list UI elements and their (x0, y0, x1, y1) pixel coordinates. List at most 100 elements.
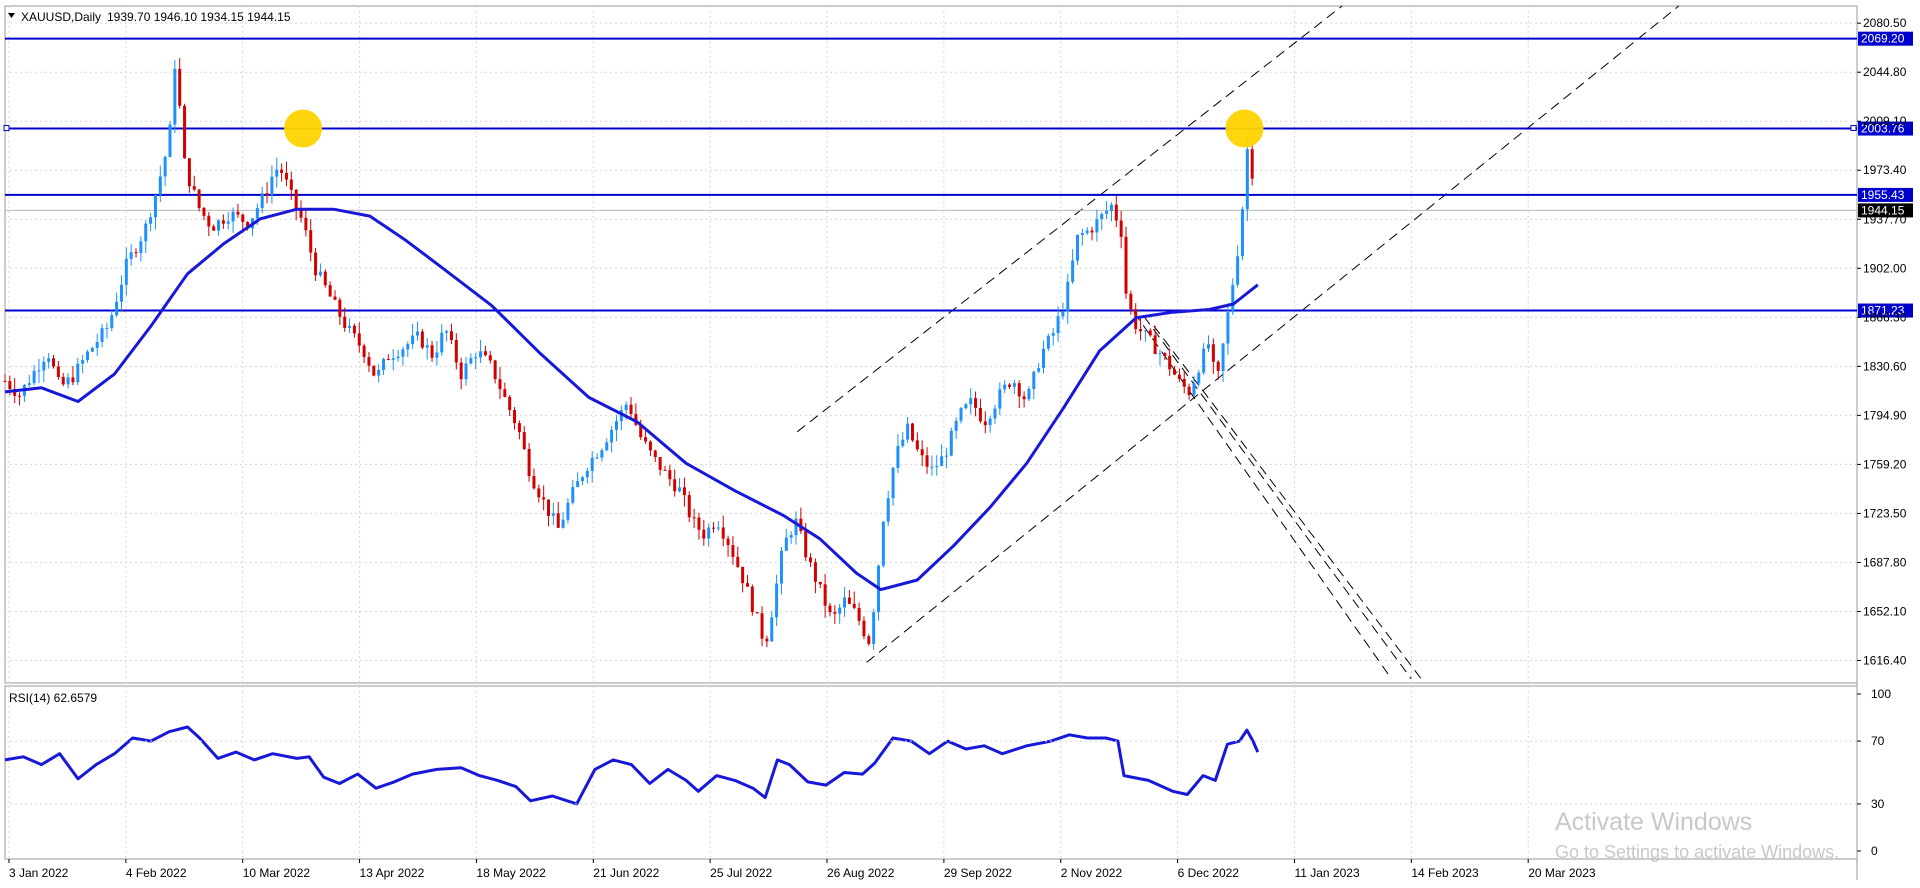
candle-body (42, 361, 46, 371)
moving-average-path[interactable] (4, 207, 1259, 592)
candle-body (910, 423, 914, 441)
candle-body (707, 527, 711, 539)
candle-body (187, 158, 191, 187)
moving-average-line[interactable] (4, 207, 1259, 592)
candle-body (197, 189, 201, 208)
candle-body (1090, 230, 1094, 233)
candle-body (391, 358, 395, 360)
candle-body (765, 638, 769, 642)
candle-body (459, 362, 463, 380)
candle-body (760, 613, 764, 639)
candle-body (454, 339, 458, 363)
time-tick-label: 2 Nov 2022 (1061, 866, 1123, 880)
time-tick-label: 11 Jan 2023 (1294, 866, 1359, 880)
channel-line[interactable] (1133, 311, 1392, 680)
candle-body (241, 214, 245, 223)
candle-body (1056, 316, 1060, 334)
rsi-tick-label: 30 (1871, 797, 1885, 811)
highlight-circle[interactable] (1225, 109, 1264, 148)
time-tick-label: 4 Feb 2022 (126, 866, 187, 880)
candle-body (1182, 378, 1186, 387)
grid (5, 6, 1857, 859)
candle-body (173, 68, 177, 125)
candle-body (469, 358, 473, 364)
highlight-annotations[interactable] (284, 109, 1264, 148)
channel-line[interactable] (796, 5, 1343, 433)
time-tick-label: 29 Sep 2022 (944, 866, 1012, 880)
candle-body (479, 351, 483, 358)
time-tick-label: 6 Dec 2022 (1178, 866, 1240, 880)
price-tick-label: 1687.80 (1863, 555, 1907, 569)
candle-body (1042, 348, 1046, 369)
candle-body (896, 445, 900, 468)
candle-body (1109, 204, 1113, 211)
candle-body (983, 421, 987, 426)
time-axis[interactable]: 3 Jan 2022 4 Feb 2022 10 Mar 2022 13 Apr 20… (8, 859, 1596, 880)
candle-body (299, 208, 303, 218)
candle-body (168, 124, 172, 158)
candle-body (794, 518, 798, 536)
candle-body (90, 347, 94, 352)
candle-body (221, 220, 225, 224)
level-price-tag (1858, 303, 1913, 318)
candle-body (372, 365, 376, 376)
candle-body (624, 404, 628, 411)
candle-body (115, 301, 119, 316)
highlight-circle[interactable] (284, 109, 323, 148)
price-axis[interactable]: 2080.50 2044.80 2009.10 1973.40 1937.70 1902.… (1857, 16, 1907, 667)
candle-body (959, 408, 963, 421)
level-price-tag (1858, 31, 1913, 46)
candle-body (1119, 220, 1123, 237)
time-tick-label: 14 Feb 2023 (1411, 866, 1479, 880)
candle-body (13, 388, 17, 396)
candle-body (867, 636, 871, 644)
candlesticks (3, 58, 1254, 650)
candle-body (901, 439, 905, 446)
level-price-tag (1858, 187, 1913, 202)
candle-body (663, 469, 667, 471)
line-handle[interactable] (1850, 125, 1857, 132)
candle-body (289, 179, 293, 190)
price-tick-label: 1616.40 (1863, 653, 1907, 667)
candle-body (81, 359, 85, 364)
candle-body (415, 331, 419, 336)
candle-body (493, 360, 497, 380)
candle-body (401, 349, 405, 357)
candle-body (134, 252, 138, 254)
candle-body (653, 450, 657, 458)
rsi-tick-label: 0 (1871, 844, 1878, 858)
candle-body (430, 345, 434, 358)
dropdown-triangle-icon[interactable] (8, 13, 15, 18)
candle-body (8, 381, 12, 389)
channel-line[interactable] (1143, 316, 1412, 680)
candle-body (367, 357, 371, 366)
candle-body (183, 105, 187, 159)
candle-body (396, 356, 400, 359)
candle-body (988, 418, 992, 426)
candle-body (488, 355, 492, 361)
time-tick-label: 26 Aug 2022 (827, 866, 895, 880)
candle-body (600, 450, 604, 458)
current-price-label: 1944.15 (1861, 203, 1905, 217)
candle-body (809, 557, 813, 563)
candle-body (61, 376, 65, 385)
candle-body (260, 193, 264, 209)
candle-body (464, 363, 468, 380)
candle-body (862, 620, 866, 637)
line-handle[interactable] (3, 125, 10, 132)
candle-body (231, 211, 235, 222)
channel-line[interactable] (866, 5, 1680, 663)
candle-body (275, 169, 279, 177)
level-price-label: 2003.76 (1861, 122, 1905, 136)
candle-body (498, 379, 502, 390)
candle-body (532, 476, 536, 489)
rsi-axis: 100 70 30 0 (5, 687, 1891, 858)
candle-body (47, 358, 51, 362)
candle-body (702, 529, 706, 539)
candle-body (1240, 209, 1244, 257)
candle-body (1177, 374, 1181, 379)
candle-body (192, 186, 196, 190)
candle-body (944, 455, 948, 457)
candle-body (872, 612, 876, 644)
